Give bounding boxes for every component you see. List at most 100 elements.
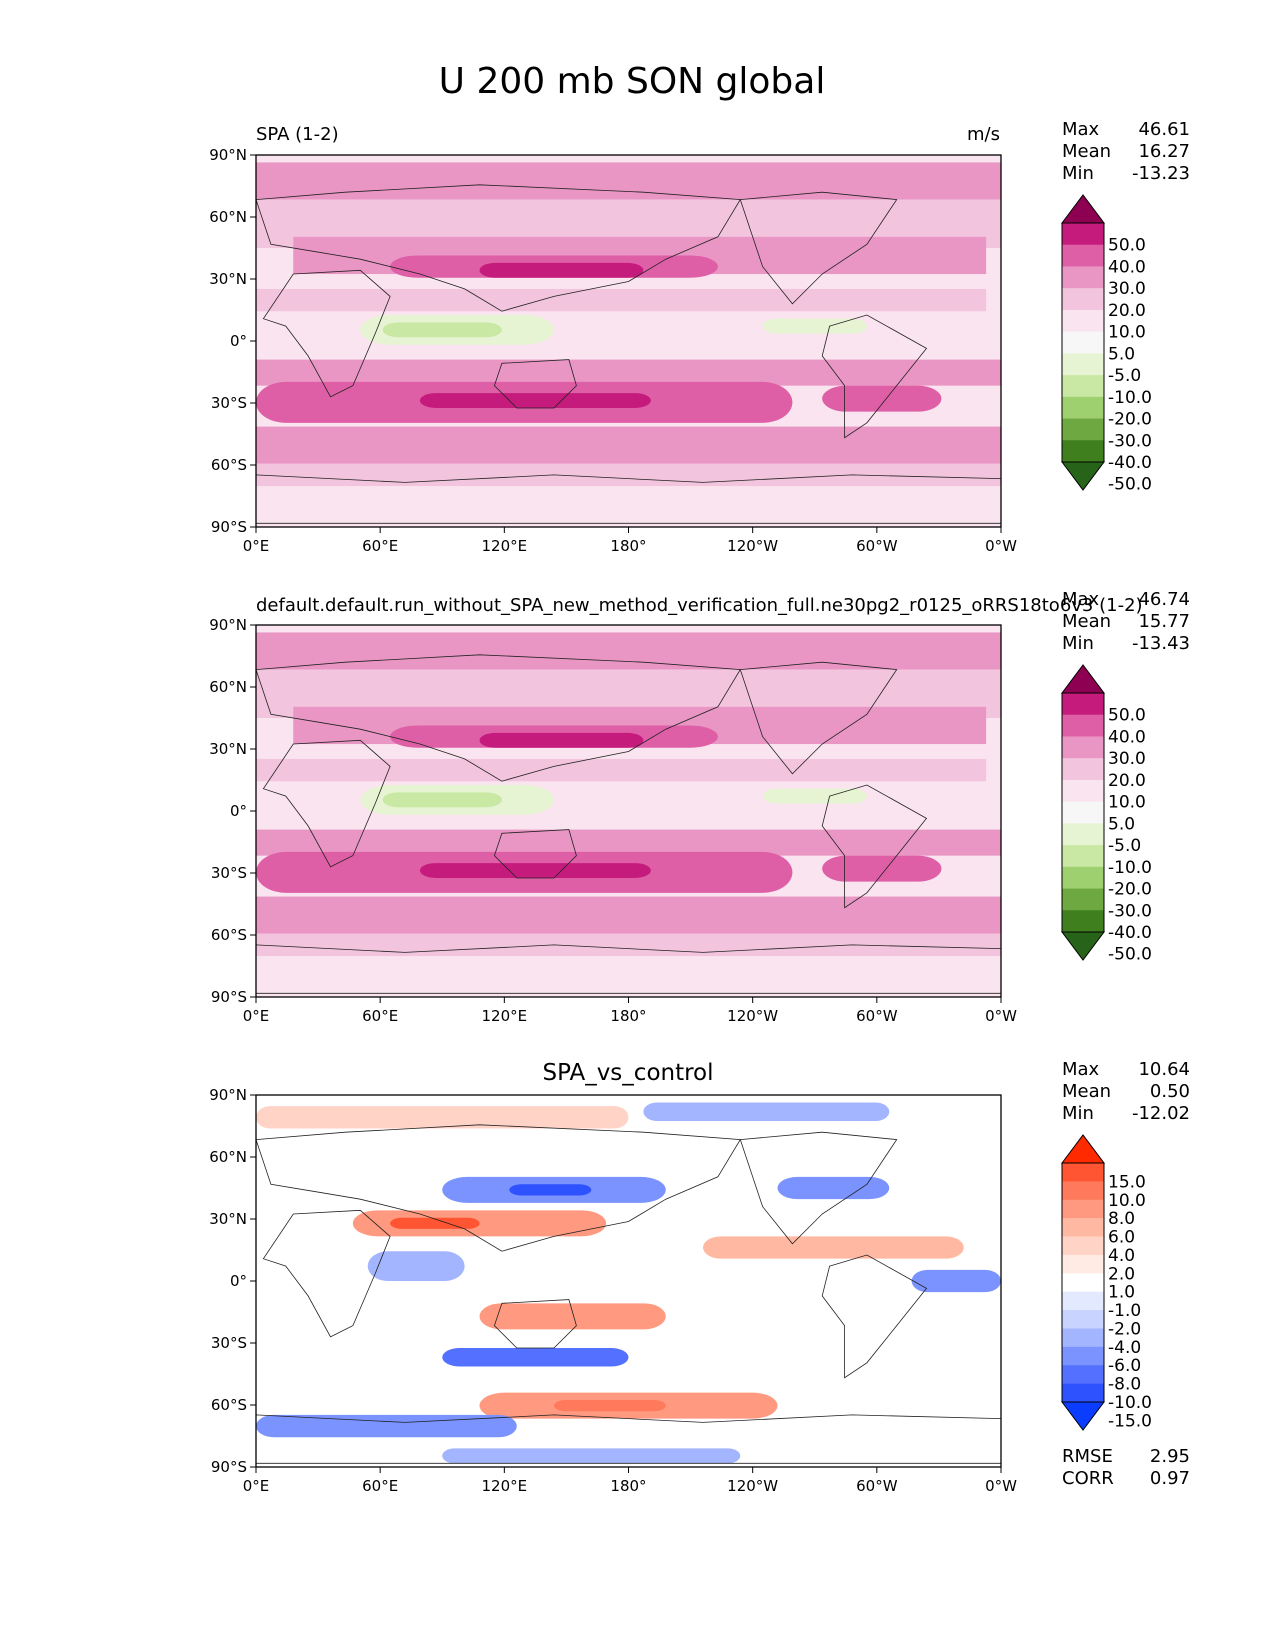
stats-box: Max 10.64 Mean 0.50 Min -12.02 [1062,1059,1190,1124]
coastline [493,1299,577,1349]
colorbar-segment [1062,736,1104,759]
coastline [821,784,928,909]
colorbar-segment [1062,866,1104,889]
lat-tick-label: 60°S [211,1396,247,1414]
contour-band [442,1347,629,1367]
lat-tick-label: 0° [230,802,247,820]
colorbar-tick-label: -1.0 [1108,1301,1141,1321]
colorbar-segment [1062,1383,1104,1403]
colorbar-tick-label: -40.0 [1108,453,1152,473]
coastline [821,314,928,439]
colorbar-segment [1062,1346,1104,1366]
colorbar-tick-label: 8.0 [1108,1209,1135,1229]
colorbar-segment [1062,1199,1104,1219]
contour-band [256,463,1001,487]
lat-tick-label: 30°S [211,394,247,412]
contour-band [822,855,942,882]
lon-tick-label: 60°W [856,537,898,555]
lat-tick-label: 60°N [209,678,247,696]
panel-title-right: m/s [967,124,1000,145]
colorbar: 50.040.030.020.010.05.0-5.0-10.0-20.0-30… [1061,664,1152,965]
colorbar-extend-min [1061,1401,1105,1431]
contour-band [822,385,942,412]
colorbar-tick-label: 2.0 [1108,1264,1135,1284]
colorbar-segment [1062,375,1104,398]
colorbar-tick-label: -15.0 [1108,1411,1152,1431]
colorbar-segment [1062,1236,1104,1256]
colorbar-segment [1062,888,1104,911]
map-area: 90°N 60°N 30°N 0° 30°S 60°S 90°S0°E 60°E 120°E 18… [209,616,1017,1025]
coastline [739,661,898,775]
colorbar: 50.040.030.020.010.05.0-5.0-10.0-20.0-30… [1061,194,1152,495]
stat-mean-label: Mean [1062,611,1111,632]
contour-band [256,933,1001,957]
lon-tick-label: 180° [610,1007,646,1025]
stat-min-value: -13.23 [1132,163,1190,184]
stats-box: Max 46.74 Mean 15.77 Min -13.43 [1062,589,1190,654]
lon-tick-label: 180° [610,1477,646,1495]
colorbar-segment [1062,693,1104,716]
panel-title-left: SPA (1-2) [256,124,339,145]
contour-band [256,632,1001,670]
contour-band [367,1251,465,1281]
colorbar-segment [1062,910,1104,933]
figure-title: U 200 mb SON global [439,61,826,102]
colorbar-segment [1062,309,1104,333]
colorbar-tick-label: 50.0 [1108,706,1146,726]
lon-tick-label: 120°E [482,1477,528,1495]
map-area: 90°N 60°N 30°N 0° 30°S 60°S 90°S0°E 60°E 120°E 18… [209,1086,1017,1495]
colorbar-extend-max [1061,194,1105,224]
colorbar-tick-label: -5.0 [1108,836,1141,856]
stats-box: Max 46.61 Mean 16.27 Min -13.23 [1062,119,1190,184]
colorbar-tick-label: -5.0 [1108,366,1141,386]
stat-max-label: Max [1062,1059,1100,1080]
colorbar-tick-label: 6.0 [1108,1228,1135,1248]
stat-max-value: 46.74 [1138,589,1190,610]
colorbar-segment [1062,353,1104,376]
colorbar-extend-min [1061,931,1105,961]
contour-band [479,732,644,748]
lat-tick-label: 60°S [211,456,247,474]
lon-tick-label: 60°E [362,1007,398,1025]
coastline [739,1131,898,1245]
contour-band [777,1176,890,1200]
colorbar-segment [1062,331,1104,354]
lon-tick-label: 60°W [856,1007,898,1025]
panel-title-center: SPA_vs_control [542,1060,713,1086]
lon-tick-label: 120°W [727,537,778,555]
colorbar-extend-max [1061,664,1105,694]
coastline [255,474,1002,524]
lat-tick-label: 90°S [211,1458,247,1476]
stat-corr-label: CORR [1062,1468,1114,1489]
colorbar-frame [1061,692,1105,933]
colorbar-tick-label: 40.0 [1108,257,1146,277]
colorbar-tick-label: -50.0 [1108,945,1152,965]
colorbar-segment [1062,288,1104,311]
lat-tick-label: 30°N [209,740,247,758]
panel-test: SPA (1-2) m/s 90°N 60°N 30°N 0° 30°S 60°S 90°S… [209,119,1190,555]
colorbar-tick-label: 20.0 [1108,301,1146,321]
colorbar: 15.010.08.06.04.02.01.0-1.0-2.0-4.0-6.0-… [1061,1134,1152,1431]
panel-title-left: default.default.run_without_SPA_new_meth… [256,595,1143,616]
lon-tick-label: 0°E [243,537,270,555]
contour-band [479,262,644,278]
colorbar-tick-label: -6.0 [1108,1356,1141,1376]
lon-tick-label: 0°W [985,1007,1017,1025]
colorbar-segment [1062,244,1104,267]
colorbar-segment [1062,1181,1104,1201]
lon-tick-label: 0°W [985,537,1017,555]
colorbar-tick-label: 40.0 [1108,727,1146,747]
lat-tick-label: 30°N [209,270,247,288]
colorbar-tick-label: -8.0 [1108,1375,1141,1395]
colorbar-tick-label: 1.0 [1108,1283,1135,1303]
contour-band [643,1102,890,1122]
panel-difference: SPA_vs_control 90°N60°N30°N0°30°S60°S90°… [209,1059,1190,1495]
colorbar-tick-label: 10.0 [1108,793,1146,813]
colorbar-tick-label: -10.0 [1108,388,1152,408]
contour-band [509,1184,592,1196]
colorbar-tick-label: 10.0 [1108,323,1146,343]
lon-tick-label: 0°E [243,1477,270,1495]
stat-mean-label: Mean [1062,141,1111,162]
lat-tick-label: 0° [230,1272,247,1290]
panel-reference: default.default.run_without_SPA_new_meth… [209,589,1190,1025]
